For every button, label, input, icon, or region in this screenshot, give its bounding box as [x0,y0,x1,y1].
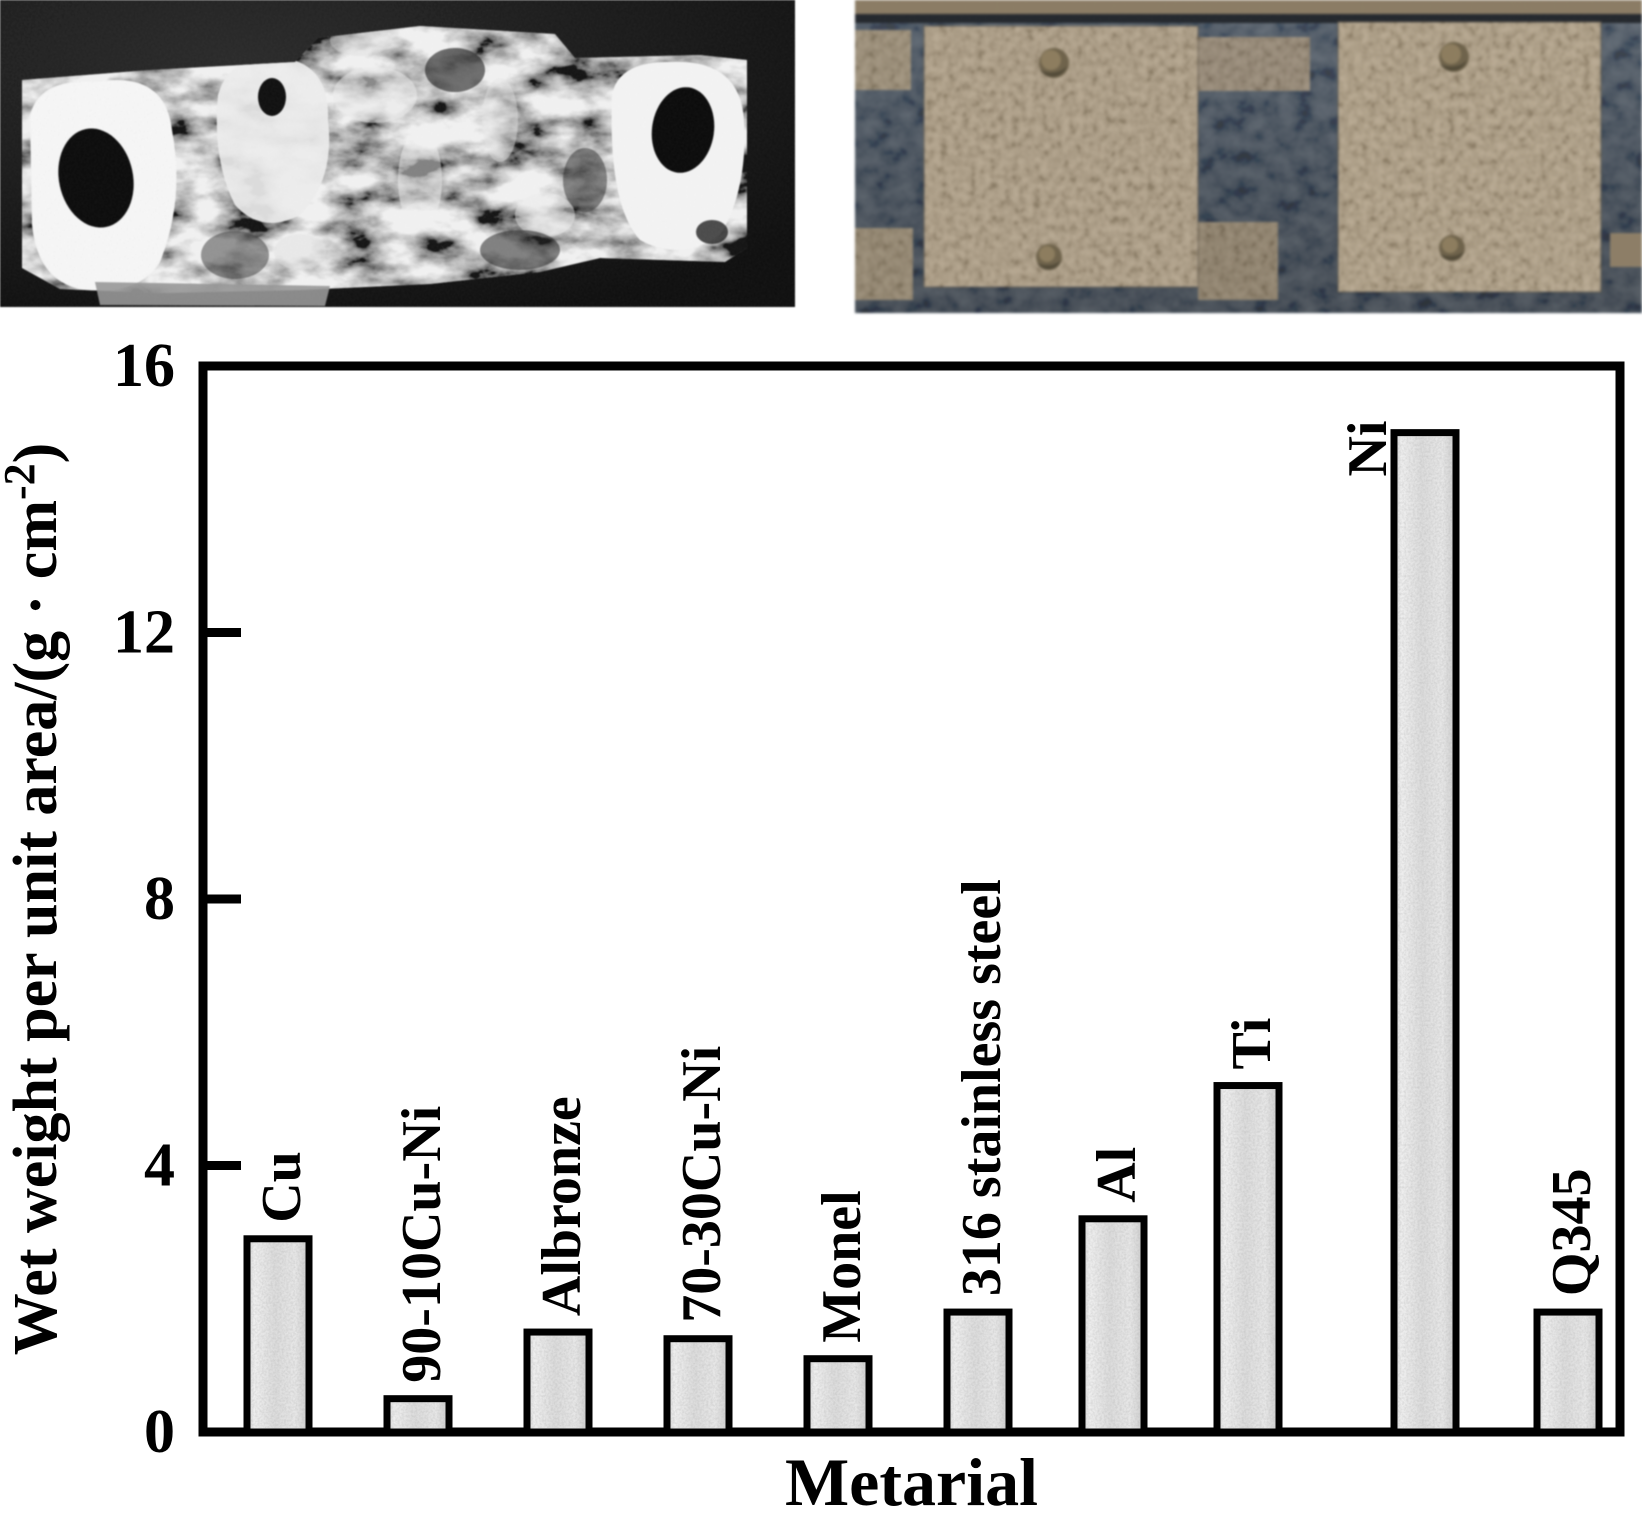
bar-texture [251,1242,305,1428]
bar-texture [1086,1222,1140,1428]
bar-label-316 stainless steel: 316 stainless steel [951,879,1013,1296]
bar-label-Monel: Monel [811,1190,873,1342]
y-tick-label: 8 [144,865,175,933]
bar-texture [951,1316,1005,1428]
bar-label-Cu: Cu [251,1151,313,1223]
bar-label-Al: Al [1086,1147,1148,1203]
bar-label-Albronze: Albronze [531,1096,593,1316]
fouled-panels-photo [855,0,1642,313]
fouling-bar-chart: 0 4 8 12 16 Cu 90-10Cu-Ni Albronze 70-30Cu-Ni Mon… [0,332,1625,1517]
bar-texture [671,1342,725,1428]
y-tick-label: 16 [113,332,175,400]
bar-label-70-30Cu-Ni: 70-30Cu-Ni [671,1046,733,1323]
bar-label-Ni: Ni [1337,421,1399,477]
y-tick-label: 12 [113,599,175,667]
bar-texture [391,1402,445,1428]
bar-label-90-10Cu-Ni: 90-10Cu-Ni [391,1106,453,1383]
y-tick-label: 4 [144,1132,175,1200]
fouling-weight-chart-area: 0 4 8 12 16 Cu 90-10Cu-Ni Albronze 70-30Cu-Ni Mon… [0,300,1642,1517]
y-tick-label: 0 [144,1398,175,1466]
bar-texture [1541,1316,1595,1428]
plot-frame [198,361,1625,1437]
bar-texture [1221,1089,1275,1428]
x-axis-title: Metarial [785,1444,1038,1517]
fouled-strip-photo [0,0,795,307]
bar-texture [811,1362,865,1428]
bar-label-Ti: Ti [1221,1018,1283,1070]
bar-texture [531,1336,585,1428]
bar-texture [1398,436,1452,1428]
bar-label-Q345: Q345 [1541,1169,1603,1297]
y-axis-title: Wet weight per unit area/(g · cm-2) [0,443,70,1356]
